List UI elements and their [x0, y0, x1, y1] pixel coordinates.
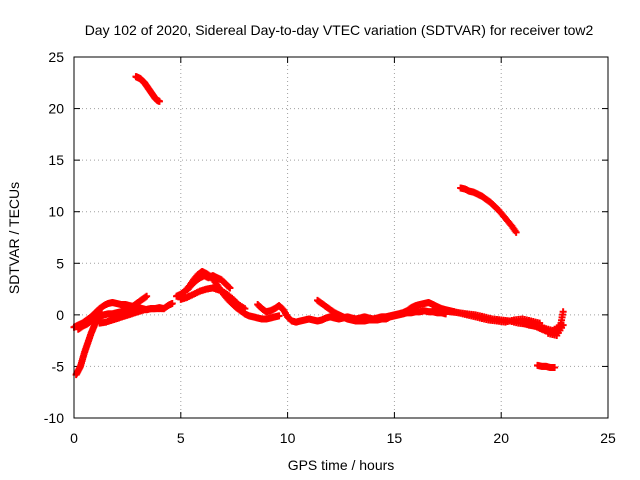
x-tick-label: 15: [387, 430, 403, 446]
data-point: [512, 228, 520, 236]
series-hump-upper: [183, 272, 234, 294]
axes: 0 5 10 15 20 25 -10 -5 0 5 10 15 20 25: [44, 49, 616, 446]
chart-title: Day 102 of 2020, Sidereal Day-to-day VTE…: [85, 22, 594, 38]
data-point: [275, 312, 283, 320]
series-baseline-c: [96, 305, 168, 327]
data-point: [226, 284, 234, 292]
data-point: [241, 305, 249, 313]
x-tick-label: 20: [493, 430, 509, 446]
x-axis-label: GPS time / hours: [288, 457, 395, 473]
y-tick-label: -5: [52, 358, 65, 374]
y-tick-label: 0: [56, 307, 64, 323]
series-mid-band: [314, 296, 450, 325]
y-tick-label: 15: [48, 152, 64, 168]
grid: [74, 57, 608, 418]
data-point: [160, 305, 168, 313]
data-point: [143, 292, 151, 300]
data-point: [559, 308, 567, 316]
y-tick-label: -10: [44, 410, 64, 426]
data-point: [225, 283, 233, 291]
data-point: [551, 363, 559, 371]
x-tick-label: 10: [280, 430, 296, 446]
y-axis-label: SDTVAR / TECUs: [6, 182, 22, 294]
y-tick-label: 5: [56, 255, 64, 271]
plot-frame: [73, 56, 609, 419]
series-high-arc-late: [457, 184, 520, 236]
series-late-tail: [519, 308, 567, 336]
y-tick-label: 10: [48, 204, 64, 220]
data-points: [70, 73, 567, 379]
series-baseline-b: [74, 292, 151, 333]
series-low-segment: [534, 361, 559, 371]
data-point: [155, 97, 163, 105]
y-tick-label: 25: [48, 49, 64, 65]
x-tick-label: 0: [70, 430, 78, 446]
series-hump-lower: [177, 284, 249, 313]
x-tick-label: 5: [177, 430, 185, 446]
x-tick-label: 25: [600, 430, 616, 446]
series-high-arc-early: [132, 73, 163, 105]
y-tick-label: 20: [48, 101, 64, 117]
data-point: [168, 300, 176, 308]
